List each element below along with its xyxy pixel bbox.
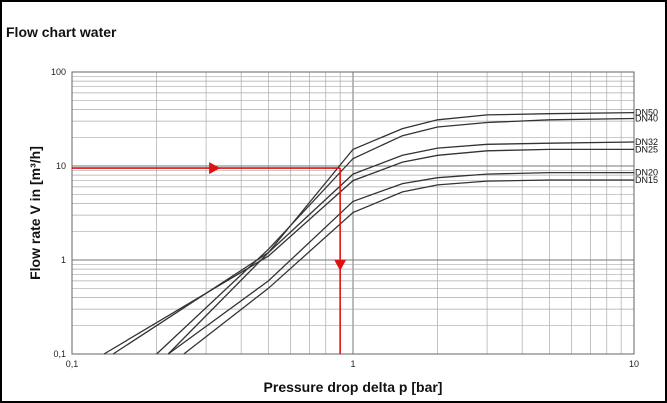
series-label-dn32: DN32 — [635, 137, 658, 147]
y-tick-label: 10 — [56, 161, 66, 171]
series-lines — [103, 111, 635, 355]
chart-title: Flow chart water — [6, 24, 117, 40]
y-tick-label: 0,1 — [53, 349, 66, 359]
series-label-dn50: DN50 — [635, 108, 658, 118]
series-line-dn50 — [167, 111, 635, 355]
series-label-dn15: DN15 — [635, 175, 658, 185]
x-tick-label: 10 — [629, 359, 639, 369]
x-tick-label: 0,1 — [66, 359, 79, 369]
y-tick-label: 1 — [61, 255, 66, 265]
series-line-dn20 — [167, 171, 634, 355]
series-line-dn40 — [156, 117, 635, 355]
series-line-dn15 — [183, 179, 634, 355]
grid — [71, 71, 635, 355]
down-arrow-icon — [334, 259, 347, 271]
series-label-dn20: DN20 — [635, 168, 658, 178]
plot-border — [71, 71, 635, 355]
y-tick-label: 100 — [51, 67, 66, 77]
series-label-dn40: DN40 — [635, 114, 658, 124]
tick-labels: 0,1 1 10 0,1 1 10 100 — [51, 67, 639, 369]
red-annotation — [72, 162, 347, 354]
x-tick-label: 1 — [350, 359, 355, 369]
series-line-dn25 — [103, 148, 634, 355]
series-line-dn32 — [112, 141, 635, 355]
y-axis-label: Flow rate V in [m³/h] — [27, 146, 43, 280]
series-label-dn25: DN25 — [635, 144, 658, 154]
x-axis-label: Pressure drop delta p [bar] — [264, 379, 443, 395]
right-arrow-icon — [209, 162, 221, 175]
